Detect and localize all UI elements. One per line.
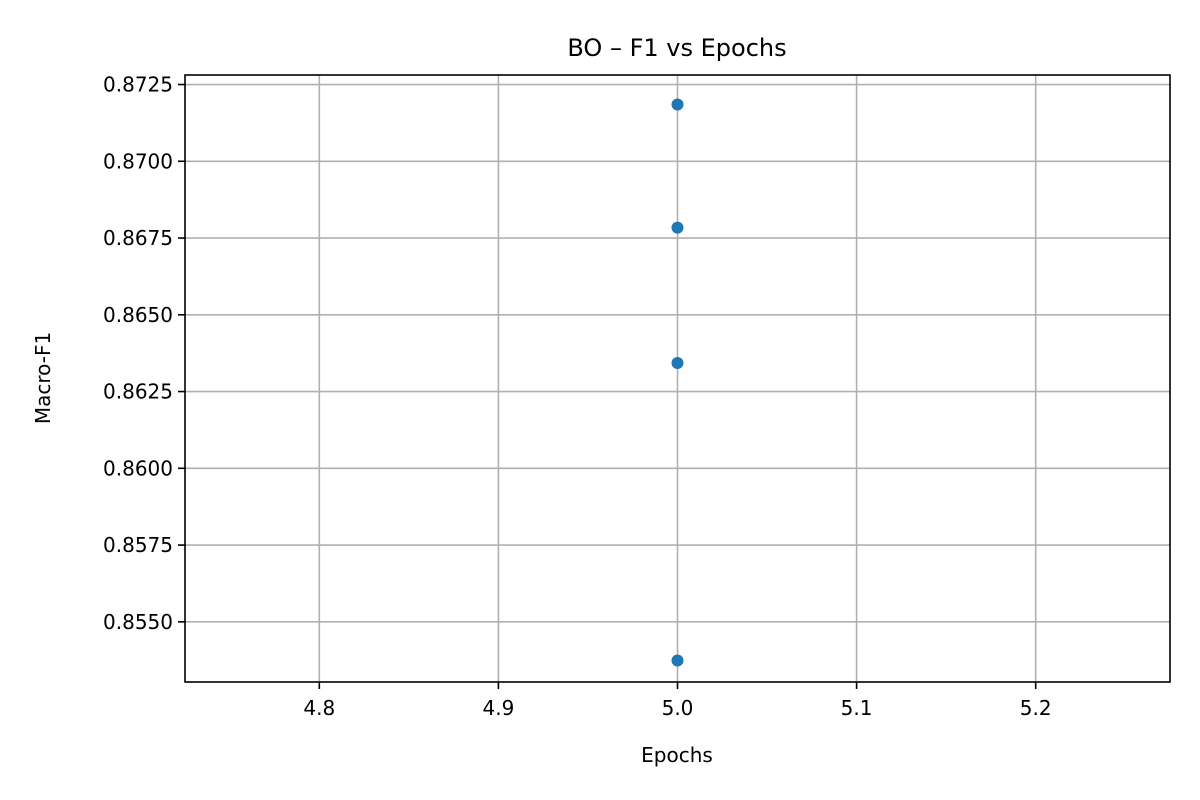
scatter-point — [671, 356, 684, 369]
axis-ticks: 4.8 4.9 5.0 5.1 5.2 0.8550 0.8575 0.8600 0.8625 0… — [103, 73, 1052, 720]
y-tick-label: 0.8650 — [103, 303, 173, 327]
scatter-point — [671, 221, 684, 234]
data-points — [671, 98, 684, 667]
x-tick-label: 5.2 — [1020, 696, 1052, 720]
y-tick-label: 0.8550 — [103, 610, 173, 634]
x-tick-label: 5.0 — [662, 696, 694, 720]
grid — [185, 75, 1170, 682]
y-tick-label: 0.8675 — [103, 226, 173, 250]
scatter-point — [671, 98, 684, 111]
y-tick-label: 0.8700 — [103, 149, 173, 173]
chart-title: BO – F1 vs Epochs — [567, 34, 786, 62]
y-tick-label: 0.8625 — [103, 380, 173, 404]
y-axis-title: Macro-F1 — [31, 332, 55, 424]
scatter-point — [671, 654, 684, 667]
y-tick-label: 0.8575 — [103, 533, 173, 557]
y-tick-label: 0.8725 — [103, 73, 173, 97]
x-tick-label: 4.8 — [303, 696, 335, 720]
x-axis-title: Epochs — [641, 743, 713, 767]
x-tick-label: 4.9 — [483, 696, 515, 720]
x-tick-label: 5.1 — [841, 696, 873, 720]
y-tick-label: 0.8600 — [103, 456, 173, 480]
